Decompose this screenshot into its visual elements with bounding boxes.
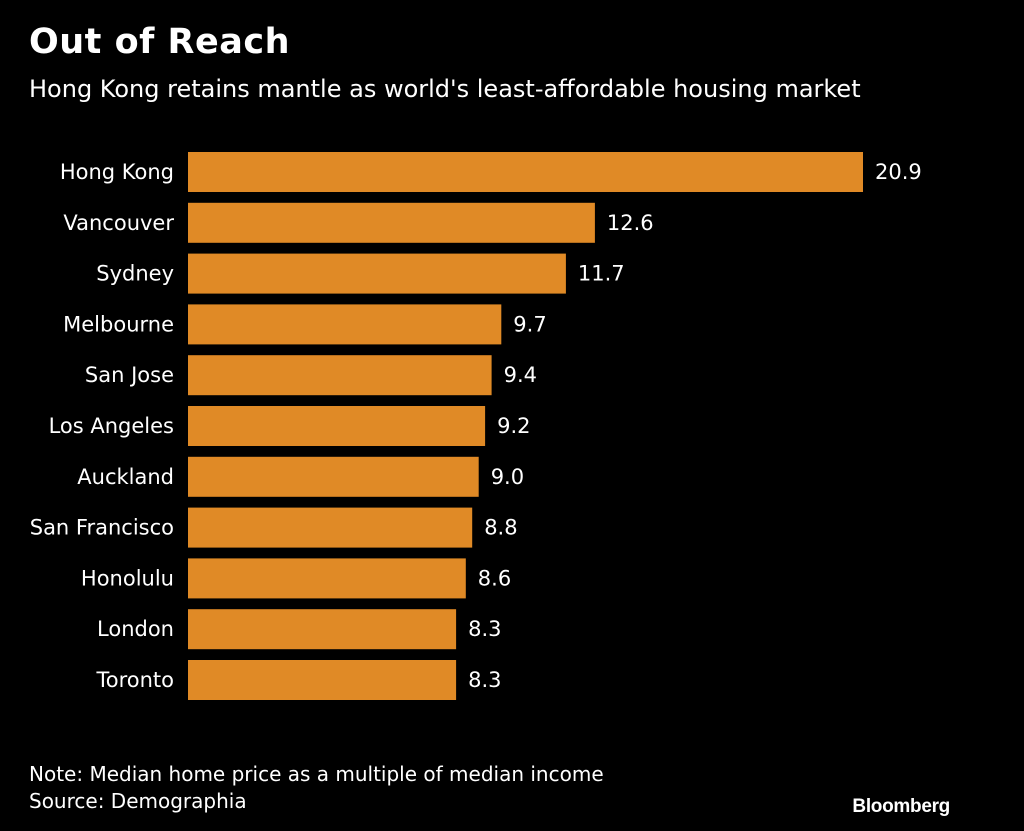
- category-labels: Hong Kong Vancouver Sydney Melbourne San Jos…: [30, 160, 175, 692]
- bar-sydney: [188, 253, 566, 294]
- value-label-los-angeles: 9.2: [497, 414, 530, 438]
- value-label-san-jose: 9.4: [504, 363, 537, 387]
- chart-title: Out of Reach: [29, 22, 291, 62]
- category-label-honolulu: Honolulu: [81, 566, 174, 590]
- bar-san-jose: [188, 355, 492, 396]
- bar-san-francisco: [188, 507, 473, 548]
- category-label-london: London: [97, 617, 174, 641]
- chart-note: Note: Median home price as a multiple of…: [29, 762, 604, 786]
- bar-honolulu: [188, 558, 466, 599]
- category-label-melbourne: Melbourne: [63, 312, 174, 336]
- value-label-hong-kong: 20.9: [875, 160, 922, 184]
- value-label-london: 8.3: [468, 617, 501, 641]
- bar-chart: Hong Kong Vancouver Sydney Melbourne San Jos…: [30, 152, 922, 700]
- value-label-vancouver: 12.6: [607, 211, 654, 235]
- category-label-vancouver: Vancouver: [63, 211, 174, 235]
- bar-los-angeles: [188, 406, 486, 446]
- category-label-san-jose: San Jose: [85, 363, 174, 387]
- value-label-toronto: 8.3: [468, 668, 501, 692]
- bar-hong-kong: [188, 152, 863, 192]
- value-label-melbourne: 9.7: [513, 312, 546, 336]
- category-label-san-francisco: San Francisco: [30, 516, 174, 540]
- value-label-san-francisco: 8.8: [484, 516, 517, 540]
- category-label-auckland: Auckland: [77, 465, 174, 489]
- bar-vancouver: [188, 202, 595, 243]
- bar-london: [188, 609, 457, 650]
- chart-footnotes: Note: Median home price as a multiple of…: [29, 761, 604, 815]
- category-label-hong-kong: Hong Kong: [60, 160, 174, 184]
- chart-subtitle: Hong Kong retains mantle as world's leas…: [29, 75, 861, 103]
- value-label-auckland: 9.0: [491, 465, 524, 489]
- category-label-sydney: Sydney: [96, 262, 174, 286]
- bars-group: [188, 152, 863, 700]
- bar-melbourne: [188, 304, 502, 345]
- bar-auckland: [188, 456, 479, 497]
- value-labels: 20.9 12.6 11.7 9.7 9.4 9.2 9.0 8.8 8.6 8.3 8.3: [468, 160, 922, 692]
- bloomberg-logo: Bloomberg: [852, 796, 950, 817]
- chart-source: Source: Demographia: [29, 789, 247, 813]
- category-label-toronto: Toronto: [95, 668, 174, 692]
- value-label-sydney: 11.7: [578, 262, 625, 286]
- value-label-honolulu: 8.6: [478, 566, 511, 590]
- bar-toronto: [188, 660, 457, 700]
- category-label-los-angeles: Los Angeles: [49, 414, 174, 438]
